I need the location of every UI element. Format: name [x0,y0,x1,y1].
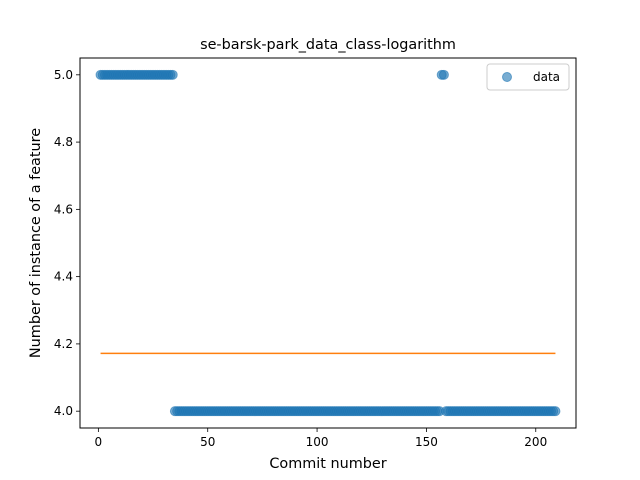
y-tick-label: 5.0 [54,68,73,82]
y-tick-label: 4.2 [54,337,73,351]
y-axis-label: Number of instance of a feature [28,128,44,358]
y-tick-label: 4.6 [54,202,73,216]
y-tick-label: 4.0 [54,404,73,418]
x-tick-label: 150 [415,435,438,449]
legend: data [486,63,570,91]
data-point [438,69,449,80]
legend-label-data: data [533,70,560,84]
data-point [167,69,178,80]
y-tick-label: 4.8 [54,135,73,149]
legend-marker-data [502,72,512,82]
chart-title: se-barsk-park_data_class-logarithm [200,37,456,53]
x-tick-label: 100 [306,435,329,449]
y-tick-label: 4.4 [54,270,73,284]
x-tick-label: 50 [200,435,215,449]
legend-box [486,63,570,91]
x-axis-label: Commit number [269,456,386,472]
x-tick-label: 200 [524,435,547,449]
plot-frame [79,57,577,429]
x-tick-label: 0 [95,435,103,449]
plot-area [95,69,561,417]
data-point [550,406,561,417]
